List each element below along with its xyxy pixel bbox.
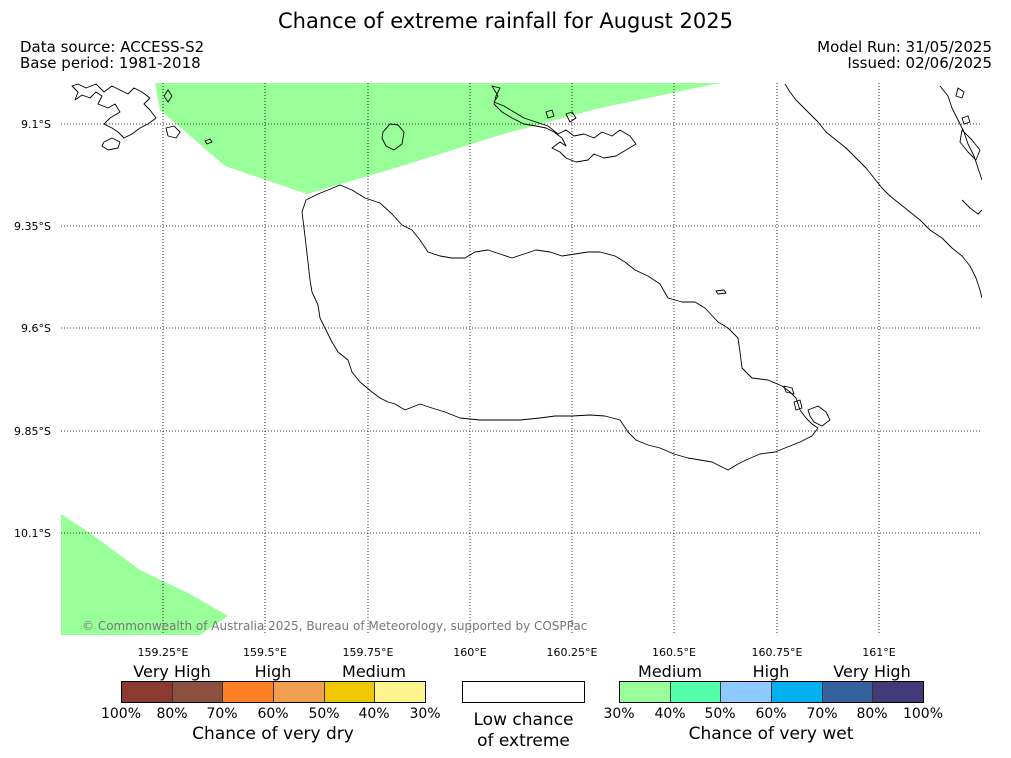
wet-chance-area-north bbox=[155, 83, 720, 194]
chart-title: Chance of extreme rainfall for August 20… bbox=[278, 9, 733, 33]
lon-label: 160.75°E bbox=[751, 646, 803, 659]
legend-tick: 40% bbox=[358, 706, 390, 722]
coastline-islet bbox=[715, 289, 727, 295]
lon-label: 159.25°E bbox=[137, 646, 189, 659]
coastline-northwest-island-b bbox=[101, 137, 121, 151]
legend-wet-caption: Chance of very wet bbox=[688, 724, 854, 744]
legend-tick: 60% bbox=[755, 706, 787, 722]
lat-label: 9.85°S bbox=[14, 425, 51, 438]
lon-label: 161°E bbox=[862, 646, 896, 659]
metadata-right: Model Run: 31/05/2025 Issued: 02/06/2025 bbox=[817, 39, 992, 71]
coastline-east-island-d bbox=[961, 199, 982, 215]
legend-swatch bbox=[122, 682, 173, 702]
legend-dry-colorbar bbox=[121, 681, 426, 703]
legend-swatch bbox=[721, 682, 773, 702]
lat-label: 9.35°S bbox=[14, 220, 51, 233]
coastline-islet bbox=[955, 87, 965, 99]
coastlines bbox=[71, 83, 982, 471]
coastline-islet bbox=[961, 115, 971, 125]
legend-swatch bbox=[822, 682, 874, 702]
legend-band-label: Very High bbox=[833, 662, 911, 681]
legend-tick: 80% bbox=[856, 706, 888, 722]
coastline-southeast-islets bbox=[783, 385, 831, 427]
coastline-northwest-island-c bbox=[165, 125, 181, 139]
legend-band-label: High bbox=[752, 662, 790, 681]
coastline-north-central-islands bbox=[491, 85, 637, 163]
coastline-small-island-north bbox=[381, 123, 405, 151]
lat-label: 9.6°S bbox=[21, 322, 51, 335]
coastline-northwest-island-d bbox=[163, 89, 173, 103]
legend-tick: 30% bbox=[603, 706, 635, 722]
lon-label: 160.5°E bbox=[652, 646, 696, 659]
coastline-main-island bbox=[301, 184, 819, 471]
legend-band-label: Medium bbox=[638, 662, 702, 681]
legend-low-caption: Low chance of extreme bbox=[462, 710, 585, 752]
legend-low-line2: of extreme bbox=[477, 731, 570, 751]
lon-label: 160.25°E bbox=[546, 646, 598, 659]
coastline-islet bbox=[565, 111, 577, 123]
legend-swatch bbox=[324, 682, 376, 702]
data-source: Data source: ACCESS-S2 bbox=[20, 38, 205, 56]
lon-label: 159.75°E bbox=[342, 646, 394, 659]
legend-band-label: Medium bbox=[342, 662, 406, 681]
graticule bbox=[61, 83, 982, 635]
legend-tick: 50% bbox=[308, 706, 340, 722]
legend-tick: 30% bbox=[409, 706, 441, 722]
legend-band-label: Very High bbox=[133, 662, 211, 681]
legend-tick: 70% bbox=[206, 706, 238, 722]
issued-date: Issued: 02/06/2025 bbox=[847, 54, 992, 72]
coastline-east-island-c bbox=[959, 129, 981, 161]
legend-swatch bbox=[670, 682, 722, 702]
legend-tick: 100% bbox=[100, 706, 142, 722]
base-period: Base period: 1981-2018 bbox=[20, 54, 201, 72]
lon-label: 159.5°E bbox=[243, 646, 287, 659]
legend-swatch bbox=[274, 682, 325, 702]
legend-tick: 80% bbox=[156, 706, 188, 722]
lon-label: 160°E bbox=[453, 646, 487, 659]
legend-tick: 70% bbox=[806, 706, 838, 722]
legend-low-swatch bbox=[462, 681, 585, 703]
legend-swatch bbox=[772, 682, 823, 702]
legend-tick: 100% bbox=[902, 706, 944, 722]
coastline-east-island bbox=[784, 83, 982, 299]
lat-label: 10.1°S bbox=[14, 527, 51, 540]
coastline-islet bbox=[204, 138, 213, 145]
coastline-northwest-islands bbox=[71, 83, 157, 139]
legend-swatch bbox=[172, 682, 224, 702]
legend-low-line1: Low chance bbox=[473, 710, 574, 730]
model-run: Model Run: 31/05/2025 bbox=[817, 38, 992, 56]
legend-swatch bbox=[375, 682, 426, 702]
legend-dry-caption: Chance of very dry bbox=[192, 724, 354, 744]
legend-wet-colorbar bbox=[619, 681, 924, 703]
coastline-east-island-b bbox=[939, 85, 982, 181]
legend-tick: 50% bbox=[704, 706, 736, 722]
metadata-left: Data source: ACCESS-S2 Base period: 1981… bbox=[20, 39, 204, 71]
lat-label: 9.1°S bbox=[21, 118, 51, 131]
coastline-islet bbox=[545, 109, 555, 119]
wet-chance-area-southwest bbox=[61, 514, 228, 635]
legend-swatch bbox=[873, 682, 924, 702]
legend-swatch bbox=[620, 682, 671, 702]
copyright-notice: © Commonwealth of Australia 2025, Bureau… bbox=[82, 619, 588, 633]
legend-tick: 40% bbox=[654, 706, 686, 722]
legend-band-label: High bbox=[254, 662, 292, 681]
legend-tick: 60% bbox=[257, 706, 289, 722]
legend-swatch bbox=[223, 682, 275, 702]
